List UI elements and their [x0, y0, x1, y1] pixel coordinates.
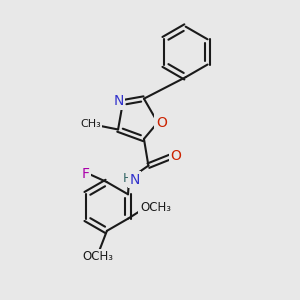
Text: H: H	[123, 172, 132, 185]
Text: N: N	[113, 94, 124, 108]
Text: OCH₃: OCH₃	[82, 250, 113, 263]
Text: OCH₃: OCH₃	[140, 201, 171, 214]
Text: CH₃: CH₃	[80, 119, 101, 129]
Text: F: F	[81, 167, 89, 181]
Text: O: O	[156, 116, 167, 130]
Text: O: O	[171, 149, 182, 163]
Text: N: N	[129, 172, 140, 187]
